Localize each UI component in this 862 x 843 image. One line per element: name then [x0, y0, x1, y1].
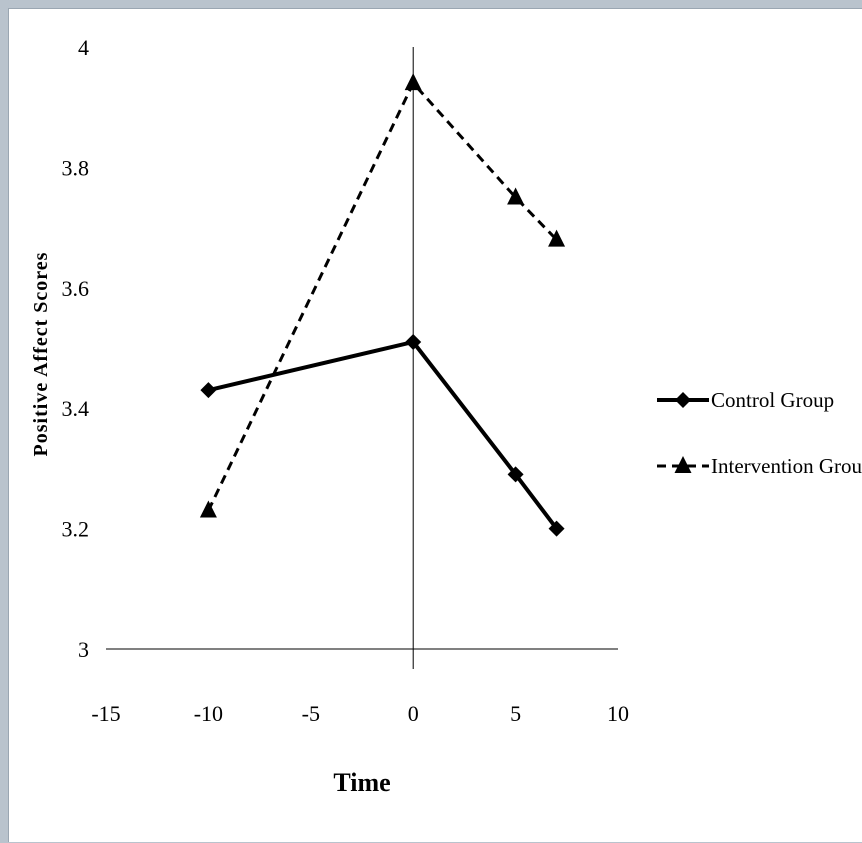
y-tick-label: 3.8	[62, 155, 90, 180]
x-tick-label: -15	[91, 701, 120, 726]
y-tick-label: 3.4	[62, 396, 90, 421]
y-tick-label: 4	[78, 35, 89, 60]
diamond-marker	[675, 392, 691, 408]
y-axis-label: Positive Affect Scores	[30, 252, 52, 457]
series-line	[207, 339, 559, 530]
series-control-group	[200, 333, 565, 537]
diamond-marker	[405, 333, 422, 350]
legend-label: Intervention Group	[711, 454, 862, 478]
triangle-marker	[507, 187, 525, 205]
x-tick-label: -10	[194, 701, 223, 726]
diamond-marker	[548, 520, 565, 537]
x-tick-label: -5	[302, 701, 320, 726]
y-tick-label: 3.6	[62, 276, 90, 301]
x-axis-label: Time	[333, 768, 390, 797]
tick-labels: -15 -10 -5 0 5 10 3 3.2 3.4 3.6 3.8 4	[62, 35, 630, 726]
x-tick-label: 5	[510, 701, 521, 726]
triangle-marker	[674, 456, 692, 473]
triangle-marker	[199, 500, 217, 518]
series-intervention-group	[199, 73, 566, 518]
legend-label: Control Group	[711, 388, 834, 412]
x-tick-label: 0	[408, 701, 419, 726]
diamond-marker	[200, 382, 217, 399]
legend-item: Intervention Group	[657, 454, 862, 478]
series-group	[199, 73, 566, 537]
legend-item: Control Group	[657, 388, 834, 412]
line-chart: -15 -10 -5 0 5 10 3 3.2 3.4 3.6 3.8 4 Time Positive…	[30, 35, 862, 797]
y-tick-label: 3.2	[62, 517, 90, 542]
series-line	[207, 80, 558, 512]
x-tick-label: 10	[607, 701, 629, 726]
diamond-marker	[507, 466, 524, 483]
triangle-marker	[404, 73, 422, 91]
legend: Control Group Intervention Group	[657, 388, 862, 478]
y-tick-label: 3	[78, 637, 89, 662]
axes	[106, 47, 618, 669]
chart-frame: -15 -10 -5 0 5 10 3 3.2 3.4 3.6 3.8 4 Time Positive…	[8, 8, 862, 842]
triangle-marker	[548, 229, 566, 247]
